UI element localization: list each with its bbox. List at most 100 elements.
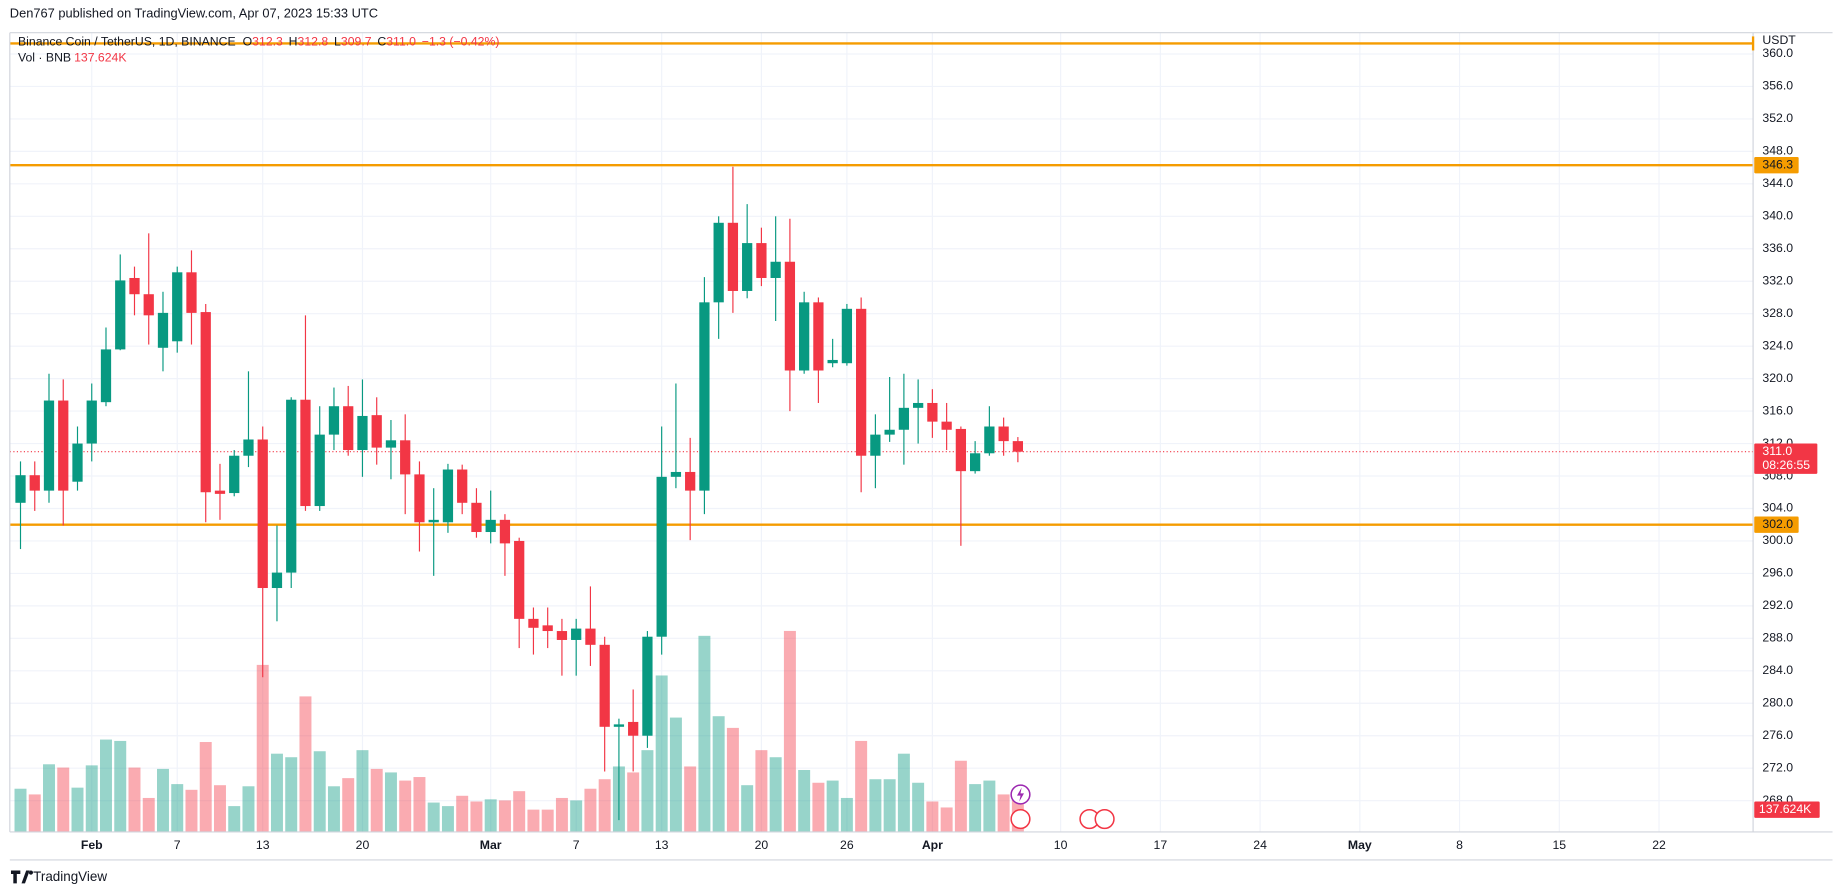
level-badge-label: 346.3 <box>1762 157 1793 171</box>
volume-bar <box>85 765 98 832</box>
x-tick-label: 7 <box>573 838 580 852</box>
volume-bar <box>712 716 725 832</box>
candle-body <box>414 474 425 523</box>
volume-bar <box>527 809 540 832</box>
candle-body <box>799 302 810 371</box>
x-tick-label: 26 <box>840 838 854 852</box>
symbol-legend: Binance Coin / TetherUS, 1D, BINANCE <box>18 34 236 48</box>
volume-bar <box>213 785 226 832</box>
x-tick-label: Feb <box>81 838 103 852</box>
volume-bar <box>627 772 640 832</box>
candle-body <box>713 222 724 303</box>
volume-bar <box>969 784 982 832</box>
ohlc-value: 309.7 <box>341 34 372 48</box>
y-tick-label: 340.0 <box>1762 209 1793 223</box>
candle-body <box>742 243 753 291</box>
candle-body <box>115 280 126 350</box>
candle-body <box>998 426 1009 442</box>
candle-body <box>172 272 183 342</box>
ohlc-key: H <box>289 34 298 48</box>
candle-body <box>343 406 354 451</box>
candle-body <box>499 519 511 544</box>
volume-bar <box>470 801 483 832</box>
candle-body <box>357 415 368 451</box>
y-tick-label: 284.0 <box>1762 663 1793 677</box>
candle-body <box>813 302 824 371</box>
candle-body <box>941 421 952 430</box>
volume-bar <box>128 767 141 832</box>
ohlc-value: 312.3 <box>252 34 283 48</box>
y-tick-label: 272.0 <box>1762 760 1793 774</box>
volume-bar <box>285 757 298 832</box>
candle-body <box>186 272 197 313</box>
volume-badge <box>1754 801 1820 818</box>
candle-body <box>214 490 226 494</box>
volume-bar <box>555 797 568 832</box>
volume-bar <box>14 788 27 832</box>
y-tick-label: 324.0 <box>1762 338 1793 352</box>
volume-bar <box>798 769 811 832</box>
candle-body <box>927 402 938 422</box>
volume-bar <box>299 696 312 832</box>
volume-bar <box>726 727 739 832</box>
x-tick-label: 22 <box>1652 838 1666 852</box>
candle-body <box>870 434 881 456</box>
y-tick-label: 332.0 <box>1762 273 1793 287</box>
candle-body <box>157 312 169 348</box>
volume-bar <box>698 635 711 832</box>
candle-body <box>257 439 268 589</box>
candle-body <box>86 400 97 444</box>
volume-badge-label: 137.624K <box>1759 802 1812 816</box>
candle-body <box>613 724 625 727</box>
ohlc-key: C <box>377 34 386 48</box>
ohlc-value: 311.0 <box>386 34 416 48</box>
volume-bar <box>484 799 497 832</box>
grid <box>9 32 1754 832</box>
candle-body <box>556 631 568 640</box>
y-tick-label: 316.0 <box>1762 403 1793 417</box>
event-icons <box>1010 784 1115 830</box>
volume-bar <box>954 760 967 832</box>
volume-bar <box>783 630 796 832</box>
candle-body <box>984 426 995 454</box>
volume-bar <box>199 742 212 832</box>
volume-bar <box>684 766 697 832</box>
volume-layer <box>14 630 1024 832</box>
volume-bar <box>71 787 84 832</box>
candle-body <box>143 294 154 316</box>
y-tick-label: 336.0 <box>1762 241 1793 255</box>
x-tick-label: 10 <box>1054 838 1068 852</box>
event-icon <box>1010 808 1031 830</box>
x-tick-label: 15 <box>1552 838 1566 852</box>
candle-body <box>471 502 482 533</box>
ohlc-key: L <box>334 34 341 48</box>
candle-body <box>642 636 653 736</box>
volume-bar <box>826 780 839 832</box>
volume-bar <box>912 782 925 832</box>
y-tick-label: 348.0 <box>1762 144 1793 158</box>
level-badge <box>1754 516 1799 533</box>
candle-body <box>571 628 582 640</box>
candle-body <box>585 628 596 645</box>
candle-body <box>72 443 83 482</box>
ohlc-legend: O 312.3 H 312.8 L 309.7 C 311.0 −1.3 (−0.42%) <box>243 34 500 48</box>
change-value: −1.3 (−0.42%) <box>422 34 500 48</box>
candle-body <box>955 428 967 472</box>
x-tick-label: 8 <box>1456 838 1463 852</box>
currency-label: USDT <box>1762 33 1796 47</box>
volume-bar <box>513 791 526 832</box>
x-tick-label: 13 <box>256 838 270 852</box>
volume-bar <box>769 757 782 832</box>
x-tick-label: May <box>1348 838 1372 852</box>
volume-bar <box>983 780 996 832</box>
x-tick-label: 20 <box>356 838 370 852</box>
candle-body <box>485 519 496 533</box>
volume-bar <box>926 801 939 832</box>
candle-body <box>229 455 240 494</box>
y-tick-label: 292.0 <box>1762 598 1793 612</box>
volume-bar <box>256 664 269 832</box>
candle-body <box>727 222 739 291</box>
brand: TradingView <box>10 869 107 884</box>
volume-bar <box>370 768 383 832</box>
volume-bar <box>655 675 668 832</box>
